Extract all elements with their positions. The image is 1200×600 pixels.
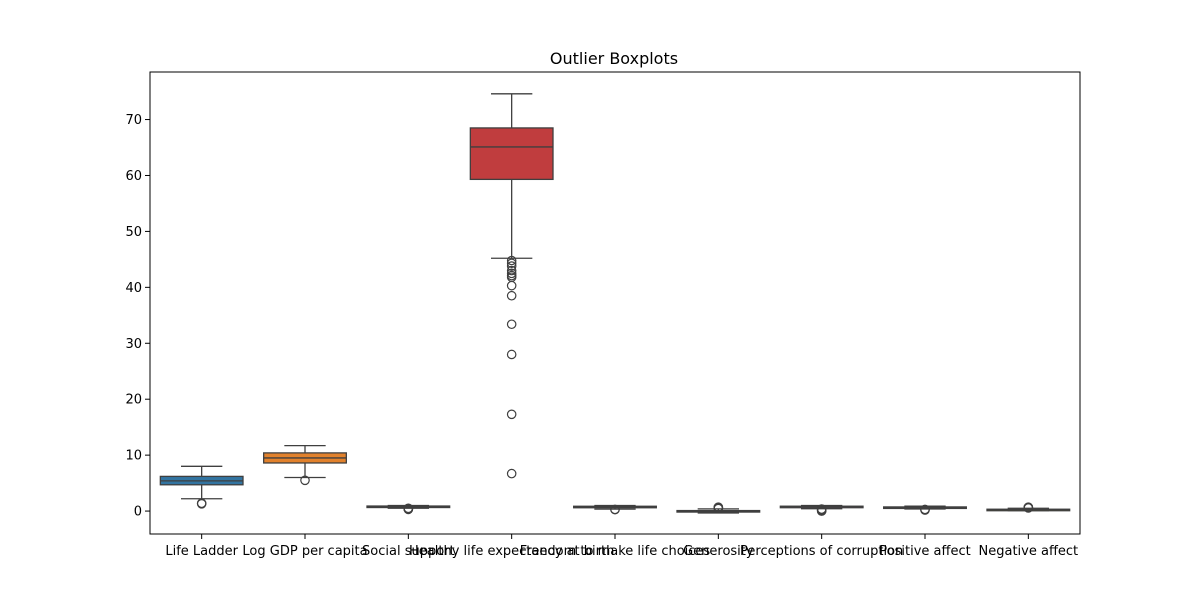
y-tick-label: 30 [125,337,142,352]
chart-title: Outlier Boxplots [550,49,678,68]
y-axis: 0 10 20 30 40 50 60 70 [125,113,150,520]
outlier-point [506,468,517,479]
y-tick-label: 0 [134,505,142,520]
box [469,127,554,181]
plot-area [159,93,1071,516]
y-tick-label: 70 [125,113,142,128]
x-tick-label: Log GDP per capita [242,544,367,559]
x-tick-label: Positive affect [879,544,970,559]
outlier-point [506,290,517,301]
y-tick-label: 10 [125,449,142,464]
box-group [366,503,451,515]
box-group [469,93,554,479]
x-tick-label: Life Ladder [165,544,238,559]
outlier-point [506,280,517,291]
outlier-point [506,261,517,271]
outlier-point [300,475,310,486]
outlier-point [506,258,517,269]
y-tick-label: 50 [125,225,142,240]
outlier-point [506,319,517,330]
box-group [883,504,967,515]
box-group [986,502,1071,513]
box-group [676,502,761,514]
box-group [159,465,244,509]
outlier-point [1023,502,1034,512]
box-group [263,444,347,486]
x-tick-label: Perceptions of corruption [740,544,903,559]
outlier-point [506,349,517,360]
outlier-point [506,255,517,266]
y-tick-label: 60 [125,169,142,184]
outlier-point [816,504,827,514]
x-tick-label: Freedom to make life choices [520,544,711,559]
outlier-point [920,504,930,515]
y-tick-label: 20 [125,393,142,408]
x-tick-label: Social support [362,544,455,559]
outlier-point [713,502,724,512]
x-tick-label: Healthy life expectancy at birth [409,544,614,559]
box-group [573,504,657,515]
outlier-point [506,409,517,420]
y-tick-label: 40 [125,281,142,296]
plot-frame [149,71,1081,535]
outlier-point [403,503,414,514]
outlier-point [196,498,207,509]
box-group [779,504,864,516]
x-tick-label: Negative affect [979,544,1079,559]
x-tick-label: Generosity [683,544,754,559]
outlier-point [506,265,517,276]
outlier-point [610,504,620,515]
